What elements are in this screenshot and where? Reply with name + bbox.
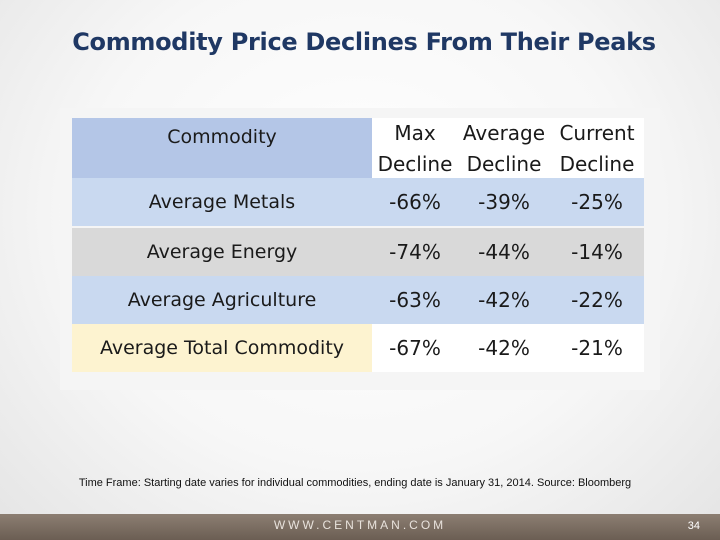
table-row: Average Agriculture -63% -42% -22% [72,276,644,324]
header-cur-line2: Decline [559,152,635,176]
row-average-decline: -44% [478,240,530,264]
row-name: Average Agriculture [127,289,317,311]
header-max-decline: Max Decline [372,118,458,178]
row-max-decline: -67% [389,336,441,360]
row-max-decline: -74% [389,240,441,264]
row-name: Average Energy [146,241,298,263]
header-avg-line2: Decline [466,152,542,176]
source-footnote: Time Frame: Starting date varies for ind… [78,477,632,489]
table-row: Average Metals -66% -39% -25% [72,178,644,226]
website-link[interactable]: WWW.CENTMAN.COM [273,518,447,532]
header-average-decline: Average Decline [458,118,550,178]
header-cur-line1: Current [559,121,635,145]
row-current-decline: -25% [571,190,623,214]
row-current-decline: -21% [571,336,623,360]
row-current-decline: -14% [571,240,623,264]
row-name: Average Total Commodity [99,337,345,359]
table-header-row: Commodity Max Decline Average Decline Curr… [72,118,644,178]
row-average-decline: -42% [478,288,530,312]
footer-bar [0,514,720,540]
header-current-decline: Current Decline [550,118,644,178]
slide-title: Commodity Price Declines From Their Peak… [72,28,656,56]
page-number: 34 [687,520,700,532]
row-max-decline: -66% [389,190,441,214]
header-commodity: Commodity [167,126,277,148]
header-max-line1: Max [394,121,436,145]
row-name: Average Metals [148,191,296,213]
row-current-decline: -22% [571,288,623,312]
row-average-decline: -39% [478,190,530,214]
header-avg-line1: Average [462,121,546,145]
row-max-decline: -63% [389,288,441,312]
table-row: Average Energy -74% -44% -14% [72,228,644,276]
table-row: Average Total Commodity -67% -42% -21% [72,324,644,372]
header-max-line2: Decline [377,152,453,176]
row-average-decline: -42% [478,336,530,360]
